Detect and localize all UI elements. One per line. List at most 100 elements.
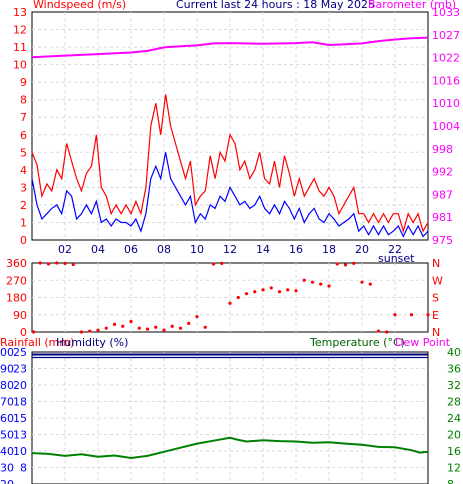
windspeed-tick-label: 8 [20,94,27,107]
direction-point [137,326,141,330]
direction-point [368,282,372,286]
direction-point [32,330,36,334]
barometer-tick-label: 1016 [432,74,460,87]
temperature-axis-title: Temperature (°C) [309,336,405,349]
windspeed-tick-label: 6 [20,129,27,142]
rainfall-tick-label: 15 [13,412,27,425]
rainfall-tick-label: 8 [20,462,27,475]
direction-point [96,328,100,332]
direction-point [211,262,216,266]
direction-tick-label: 270 [6,274,27,287]
barometer-axis-title: Barometer (mb) [368,0,456,11]
rainfall-tick-label: 25 [13,346,27,359]
direction-point [129,319,133,324]
barometer-tick-label: 998 [432,143,453,156]
direction-point [203,325,207,329]
compass-tick-label: S [432,292,439,305]
direction-point [187,321,191,325]
direction-point [46,262,51,266]
windspeed-tick-label: 9 [20,76,27,89]
windspeed-tick-label: 4 [20,164,27,177]
windspeed-tick-label: 13 [13,6,27,19]
direction-point [104,326,108,330]
direction-point [277,290,282,294]
direction-point [55,261,59,265]
time-tick-label: 20 [355,243,369,256]
chart-marks [31,36,430,460]
temperature-series-line [31,436,429,460]
windspeed-tick-label: 1 [20,216,27,229]
windspeed-axis-title: Windspeed (m/s) [33,0,126,11]
direction-point [426,313,430,317]
temperature-tick-label: 8 [447,478,454,484]
direction-tick-label: 180 [6,292,27,305]
compass-tick-label: N [432,326,440,339]
direction-tick-label: 90 [13,309,27,322]
time-tick-label: 08 [157,243,171,256]
direction-point [79,330,84,334]
humidity-tick-label: 70 [0,396,14,409]
direction-point [294,289,298,293]
dewpoint-axis-title: Dew Point [395,336,451,349]
direction-point [376,329,381,333]
direction-point [261,288,265,292]
time-tick-label: 22 [388,243,402,256]
humidity-tick-label: 60 [0,412,14,425]
direction-point [253,290,257,294]
humidity-tick-label: 40 [0,445,14,458]
barometer-tick-label: 981 [432,211,453,224]
windspeed-tick-label: 0 [20,234,27,247]
barometer-tick-label: 1027 [432,29,460,42]
sunset-annotation: sunset [378,252,415,265]
rainfall-axis-title: Rainfall (mm) [0,336,74,349]
chart-current-title: Current last 24 hours : 18 May 2025 [176,0,375,11]
direction-point [170,324,174,328]
temperature-tick-label: 20 [447,429,461,442]
direction-point [302,278,306,282]
time-tick-label: 18 [322,243,336,256]
windspeed-tick-label: 10 [13,59,27,72]
compass-tick-label: W [432,274,443,287]
direction-point [178,326,183,330]
direction-point [63,261,67,265]
rainfall-tick-label: 20 [13,379,27,392]
direction-point [220,261,224,265]
direction-point [162,328,166,332]
time-tick-label: 06 [124,243,138,256]
barometer-tick-label: 1022 [432,52,460,65]
temperature-tick-label: 12 [447,462,461,475]
gust-series-line [31,94,429,234]
chart-grid [32,12,428,484]
humidity-tick-label: 90 [0,363,14,376]
direction-point [228,301,232,305]
direction-point [236,295,240,300]
direction-point [121,324,125,328]
direction-point [335,262,339,266]
temperature-tick-label: 28 [447,396,461,409]
barometer-tick-label: 1033 [432,6,460,19]
direction-point [269,286,273,290]
direction-point [286,288,290,292]
temperature-tick-label: 16 [447,445,461,458]
humidity-tick-label: 20 [0,478,14,484]
direction-point [195,315,199,319]
compass-tick-label: E [432,309,439,322]
rainfall-tick-label: 10 [13,445,27,458]
barometer-series-line [31,36,429,59]
direction-point [319,282,323,286]
humidity-tick-label: 80 [0,379,14,392]
direction-point [112,322,117,326]
time-tick-label: 16 [289,243,303,256]
direction-point [71,262,75,267]
time-tick-label: 14 [256,243,270,256]
windspeed-series-line [31,152,429,238]
time-tick-label: 02 [58,243,72,256]
temperature-tick-label: 24 [447,412,461,425]
direction-point [327,284,331,288]
humidity-tick-label: 30 [0,462,14,475]
windspeed-tick-label: 5 [20,146,27,159]
barometer-tick-label: 987 [432,188,453,201]
direction-point [352,261,356,265]
